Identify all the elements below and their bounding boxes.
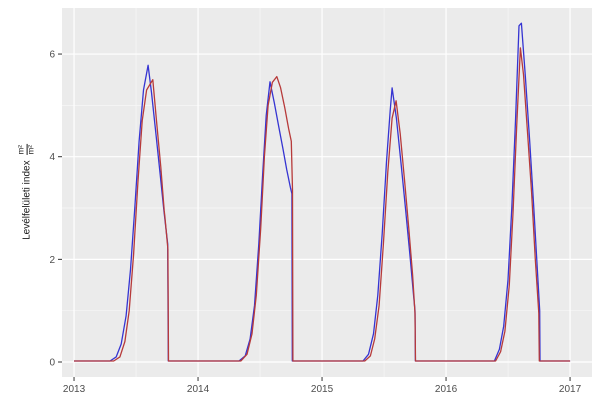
y-tick-label: 2 bbox=[49, 255, 55, 266]
y-tick-label: 0 bbox=[49, 358, 55, 369]
axis-ticks bbox=[58, 53, 571, 381]
y-axis-unit-fraction: m² m² bbox=[17, 144, 37, 156]
grid-major bbox=[62, 8, 592, 377]
series-red-line bbox=[74, 47, 571, 362]
x-tick-label: 2016 bbox=[435, 384, 458, 395]
x-tick-label: 2017 bbox=[559, 384, 582, 395]
x-tick-label: 2015 bbox=[311, 384, 334, 395]
series-lines bbox=[74, 22, 571, 362]
axis-tick-labels: 2013 2014 2015 2016 2017 0 2 4 6 bbox=[49, 50, 581, 395]
y-axis-unit-denominator: m² bbox=[27, 145, 36, 155]
y-tick-label: 6 bbox=[49, 50, 55, 61]
y-axis-title: Levélfelületi index m² m² bbox=[17, 144, 37, 240]
x-tick-label: 2013 bbox=[63, 384, 86, 395]
y-axis-title-text: Levélfelületi index bbox=[21, 160, 33, 240]
plot-panel bbox=[62, 8, 592, 377]
y-tick-label: 4 bbox=[49, 152, 55, 163]
x-tick-label: 2014 bbox=[187, 384, 210, 395]
